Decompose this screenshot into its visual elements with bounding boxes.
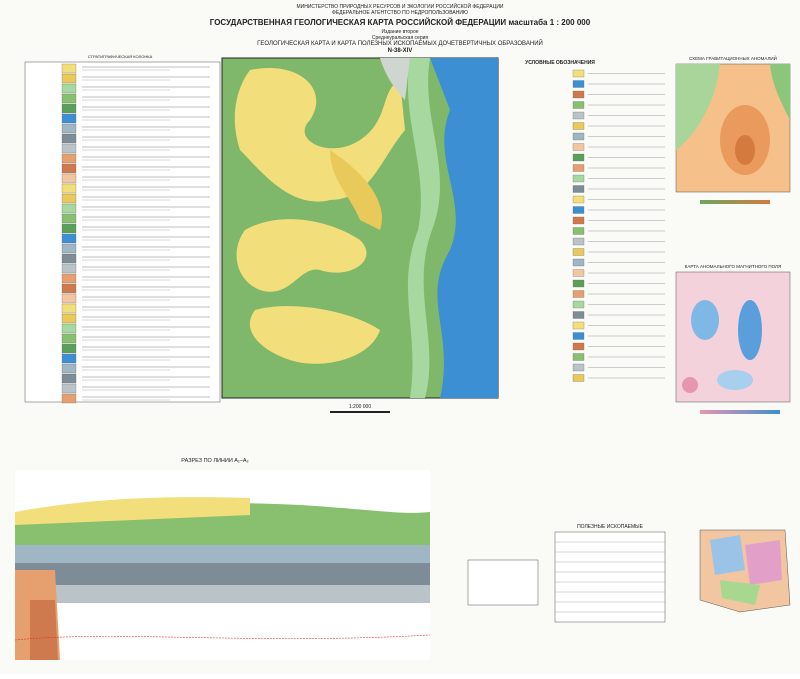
strat-swatch xyxy=(61,133,77,144)
strat-swatch xyxy=(61,303,77,314)
strat-swatch xyxy=(61,103,77,114)
strat-column: СТРАТИГРАФИЧЕСКАЯ КОЛОНКА xyxy=(24,54,221,404)
legend-swatch xyxy=(572,353,585,361)
legend-swatch xyxy=(572,374,585,382)
legend-swatch xyxy=(572,174,585,183)
legend-swatch xyxy=(572,216,585,225)
strat-swatch xyxy=(61,383,77,394)
strat-swatch xyxy=(61,263,77,274)
strat-swatch xyxy=(61,293,77,304)
strat-swatch xyxy=(61,173,77,184)
strat-swatch xyxy=(61,143,77,154)
strat-swatch xyxy=(61,183,77,194)
minerals-table: ПОЛЕЗНЫЕ ИСКОПАЕМЫЕ xyxy=(554,524,666,623)
strat-swatch xyxy=(61,273,77,284)
strat-swatch xyxy=(61,233,77,244)
legend-swatch xyxy=(572,342,585,351)
gravity-title: СХЕМА ГРАВИТАЦИОННЫХ АНОМАЛИЙ xyxy=(689,54,777,61)
legend-swatch xyxy=(572,206,585,214)
legend: УСЛОВНЫЕ ОБОЗНАЧЕНИЯ xyxy=(525,60,665,382)
cross-section: РАЗРЕЗ ПО ЛИНИИ А₁–А₂ xyxy=(14,458,431,660)
legend-swatch xyxy=(572,363,585,372)
legend-swatch xyxy=(572,122,585,130)
geologic-map: 1:200 000 xyxy=(221,57,499,413)
strat-swatch xyxy=(61,333,77,344)
strat-swatch xyxy=(61,153,77,164)
strat-swatch xyxy=(61,373,77,384)
legend-swatch xyxy=(572,132,585,141)
strat-swatch xyxy=(61,393,77,404)
ministry: МИНИСТЕРСТВО ПРИРОДНЫХ РЕСУРСОВ И ЭКОЛОГ… xyxy=(296,2,503,10)
legend-swatch xyxy=(572,237,585,246)
legend-swatch xyxy=(572,258,585,267)
legend-swatch xyxy=(572,311,585,319)
strat-swatch xyxy=(61,353,77,364)
strat-swatch xyxy=(61,83,77,94)
strat-swatch xyxy=(61,203,77,214)
scale-label: 1:200 000 xyxy=(349,404,371,410)
magnetic-map: КАРТА АНОМАЛЬНОГО МАГНИТНОГО ПОЛЯ xyxy=(675,264,791,414)
legend-swatch xyxy=(572,248,585,256)
agency: ФЕДЕРАЛЬНОЕ АГЕНТСТВО ПО НЕДРОПОЛЬЗОВАНИ… xyxy=(332,10,468,16)
legend-swatch xyxy=(572,90,585,99)
sheet-number: N-38-XIV xyxy=(388,48,413,54)
legend-swatch xyxy=(572,321,585,330)
magnetic-title: КАРТА АНОМАЛЬНОГО МАГНИТНОГО ПОЛЯ xyxy=(685,264,781,269)
gravity-scheme: СХЕМА ГРАВИТАЦИОННЫХ АНОМАЛИЙ xyxy=(675,54,791,204)
strat-swatch xyxy=(61,73,77,84)
legend-swatch xyxy=(572,143,585,151)
minerals-title: ПОЛЕЗНЫЕ ИСКОПАЕМЫЕ xyxy=(577,524,644,530)
subtitle: ГЕОЛОГИЧЕСКАЯ КАРТА И КАРТА ПОЛЕЗНЫХ ИСК… xyxy=(257,39,543,47)
strat-swatch xyxy=(61,93,77,104)
section-title: РАЗРЕЗ ПО ЛИНИИ А₁–А₂ xyxy=(181,458,248,464)
materials-scheme xyxy=(467,559,539,606)
legend-swatch xyxy=(572,279,585,288)
strat-swatch xyxy=(61,253,77,264)
strat-swatch xyxy=(61,313,77,324)
legend-swatch xyxy=(572,153,585,162)
legend-swatch xyxy=(572,300,585,309)
strat-swatch xyxy=(61,113,77,124)
strat-swatch xyxy=(61,63,77,74)
strat-swatch xyxy=(61,363,77,374)
legend-swatch xyxy=(572,185,585,193)
legend-swatch xyxy=(572,332,585,340)
legend-swatch xyxy=(572,80,585,88)
strat-swatch xyxy=(61,283,77,294)
strat-title: СТРАТИГРАФИЧЕСКАЯ КОЛОНКА xyxy=(88,54,153,59)
legend-swatch xyxy=(572,164,585,172)
strat-swatch xyxy=(61,213,77,224)
legend-title: УСЛОВНЫЕ ОБОЗНАЧЕНИЯ xyxy=(525,60,595,66)
legend-swatch xyxy=(572,290,585,298)
strat-swatch xyxy=(61,323,77,334)
strat-swatch xyxy=(61,123,77,134)
sheet-title: ГОСУДАРСТВЕННАЯ ГЕОЛОГИЧЕСКАЯ КАРТА РОСС… xyxy=(210,18,591,27)
strat-swatch xyxy=(61,193,77,204)
edition: Издание второе xyxy=(381,29,418,35)
legend-swatch xyxy=(572,101,585,109)
strat-swatch xyxy=(61,223,77,234)
strat-swatch xyxy=(61,243,77,254)
series: Среднеуральская серия xyxy=(372,35,429,41)
strat-swatch xyxy=(61,163,77,174)
legend-swatch xyxy=(572,69,585,78)
legend-swatch xyxy=(572,195,585,204)
legend-swatch xyxy=(572,269,585,277)
index-map xyxy=(699,529,791,613)
strat-swatch xyxy=(61,343,77,354)
legend-swatch xyxy=(572,111,585,120)
legend-swatch xyxy=(572,227,585,235)
